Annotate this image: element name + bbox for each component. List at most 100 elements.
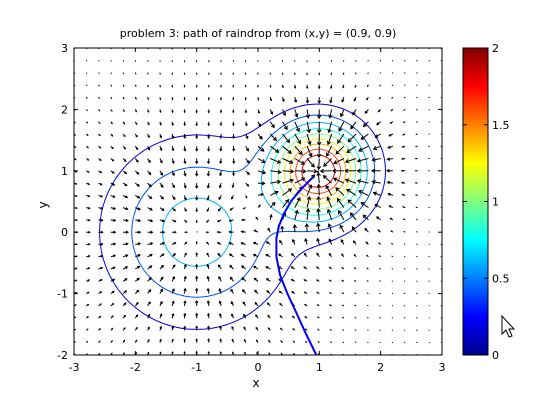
gradient-arrow: [110, 278, 116, 282]
gradient-arrow: [207, 312, 210, 319]
gradient-arrow: [205, 231, 209, 234]
gradient-arrow: [122, 302, 127, 307]
gradient-arrow: [110, 72, 112, 75]
gradient-arrow: [85, 145, 89, 149]
gradient-arrow: [159, 146, 163, 152]
gradient-arrow: [245, 170, 250, 176]
gradient-arrow: [316, 304, 320, 307]
x-tick-label: 0: [255, 361, 262, 374]
gradient-arrow: [400, 181, 406, 184]
gradient-arrow: [340, 239, 345, 245]
gradient-arrow: [354, 317, 357, 319]
gradient-arrow: [110, 340, 113, 344]
gradient-arrow: [98, 96, 100, 99]
gradient-arrow: [303, 252, 308, 258]
gradient-arrow: [389, 217, 394, 221]
gradient-arrow: [306, 195, 312, 208]
gradient-arrow: [281, 60, 284, 63]
gradient-arrow: [171, 264, 176, 270]
gradient-arrow: [134, 339, 138, 343]
gradient-arrow: [328, 238, 333, 245]
gradient-arrow: [86, 206, 91, 210]
gradient-arrow: [317, 84, 321, 90]
gradient-arrow: [329, 304, 332, 307]
gradient-arrow: [331, 168, 344, 174]
gradient-arrow: [147, 84, 149, 88]
gradient-arrow: [147, 96, 149, 101]
gradient-arrow: [333, 177, 345, 184]
gradient-arrow: [135, 254, 141, 258]
gradient-arrow: [98, 121, 101, 124]
gradient-arrow: [183, 312, 187, 319]
gradient-arrow: [270, 158, 282, 164]
gradient-arrow: [134, 326, 138, 331]
gradient-arrow: [240, 230, 246, 234]
gradient-arrow: [294, 197, 301, 208]
gradient-arrow: [147, 145, 151, 151]
gradient-arrow: [362, 214, 369, 221]
gradient-arrow: [195, 207, 199, 213]
gradient-arrow: [266, 290, 271, 294]
gradient-arrow: [291, 238, 296, 245]
gradient-arrow: [291, 291, 296, 295]
gradient-arrow: [376, 216, 381, 221]
gradient-arrow: [216, 230, 222, 234]
gradient-arrow: [219, 146, 223, 152]
gradient-arrow: [244, 109, 248, 114]
gradient-arrow: [306, 184, 313, 196]
gradient-arrow: [282, 158, 294, 164]
gradient-arrow: [195, 252, 199, 257]
gradient-arrow: [367, 72, 369, 75]
gradient-arrow: [282, 178, 295, 184]
gradient-arrow: [241, 218, 246, 222]
gradient-arrow: [269, 84, 272, 88]
gradient-arrow: [303, 279, 308, 282]
gradient-arrows: [74, 48, 442, 355]
gradient-arrow: [134, 289, 140, 294]
gradient-arrow: [195, 146, 199, 152]
gradient-arrow: [159, 313, 163, 319]
contour-level-3: [270, 128, 362, 216]
gradient-arrow: [86, 230, 91, 234]
gradient-arrow: [159, 72, 161, 75]
gradient-arrow: [207, 84, 210, 88]
gradient-arrow: [403, 108, 406, 111]
gradient-arrow: [269, 121, 275, 129]
gradient-arrow: [322, 175, 332, 184]
gradient-arrow: [231, 313, 234, 319]
gradient-arrow: [98, 133, 101, 137]
gradient-arrow: [316, 158, 322, 171]
gradient-arrow: [338, 121, 345, 132]
gradient-arrow: [85, 84, 88, 87]
gradient-arrow: [147, 121, 150, 126]
gradient-arrow: [257, 204, 261, 208]
gradient-arrow: [323, 158, 332, 167]
gradient-arrow: [315, 266, 320, 270]
gradient-arrow: [282, 145, 292, 154]
gradient-arrow: [110, 133, 114, 137]
gradient-arrow: [391, 255, 394, 258]
gradient-arrow: [122, 121, 125, 125]
gradient-arrow: [253, 265, 259, 270]
gradient-arrow: [159, 109, 162, 114]
gradient-arrow: [290, 278, 296, 282]
gradient-arrow: [371, 157, 381, 162]
gradient-arrow: [329, 341, 332, 344]
gradient-arrow: [195, 263, 199, 269]
gradient-arrow: [159, 195, 164, 200]
gradient-arrow: [183, 109, 186, 114]
gradient-arrow: [253, 229, 259, 233]
gradient-arrow: [342, 72, 345, 75]
gradient-arrow: [306, 121, 311, 134]
gradient-arrow: [159, 60, 161, 63]
colorbar-tick-label: 1.5: [492, 119, 510, 132]
gradient-arrow: [98, 254, 104, 258]
gradient-arrow: [349, 212, 357, 221]
gradient-arrow: [171, 288, 175, 294]
gradient-arrow: [240, 242, 246, 245]
gradient-arrow: [122, 266, 129, 270]
gradient-arrow: [232, 72, 234, 76]
gradient-arrow: [378, 96, 382, 100]
gradient-arrow: [341, 304, 345, 307]
gradient-arrow: [318, 60, 320, 63]
